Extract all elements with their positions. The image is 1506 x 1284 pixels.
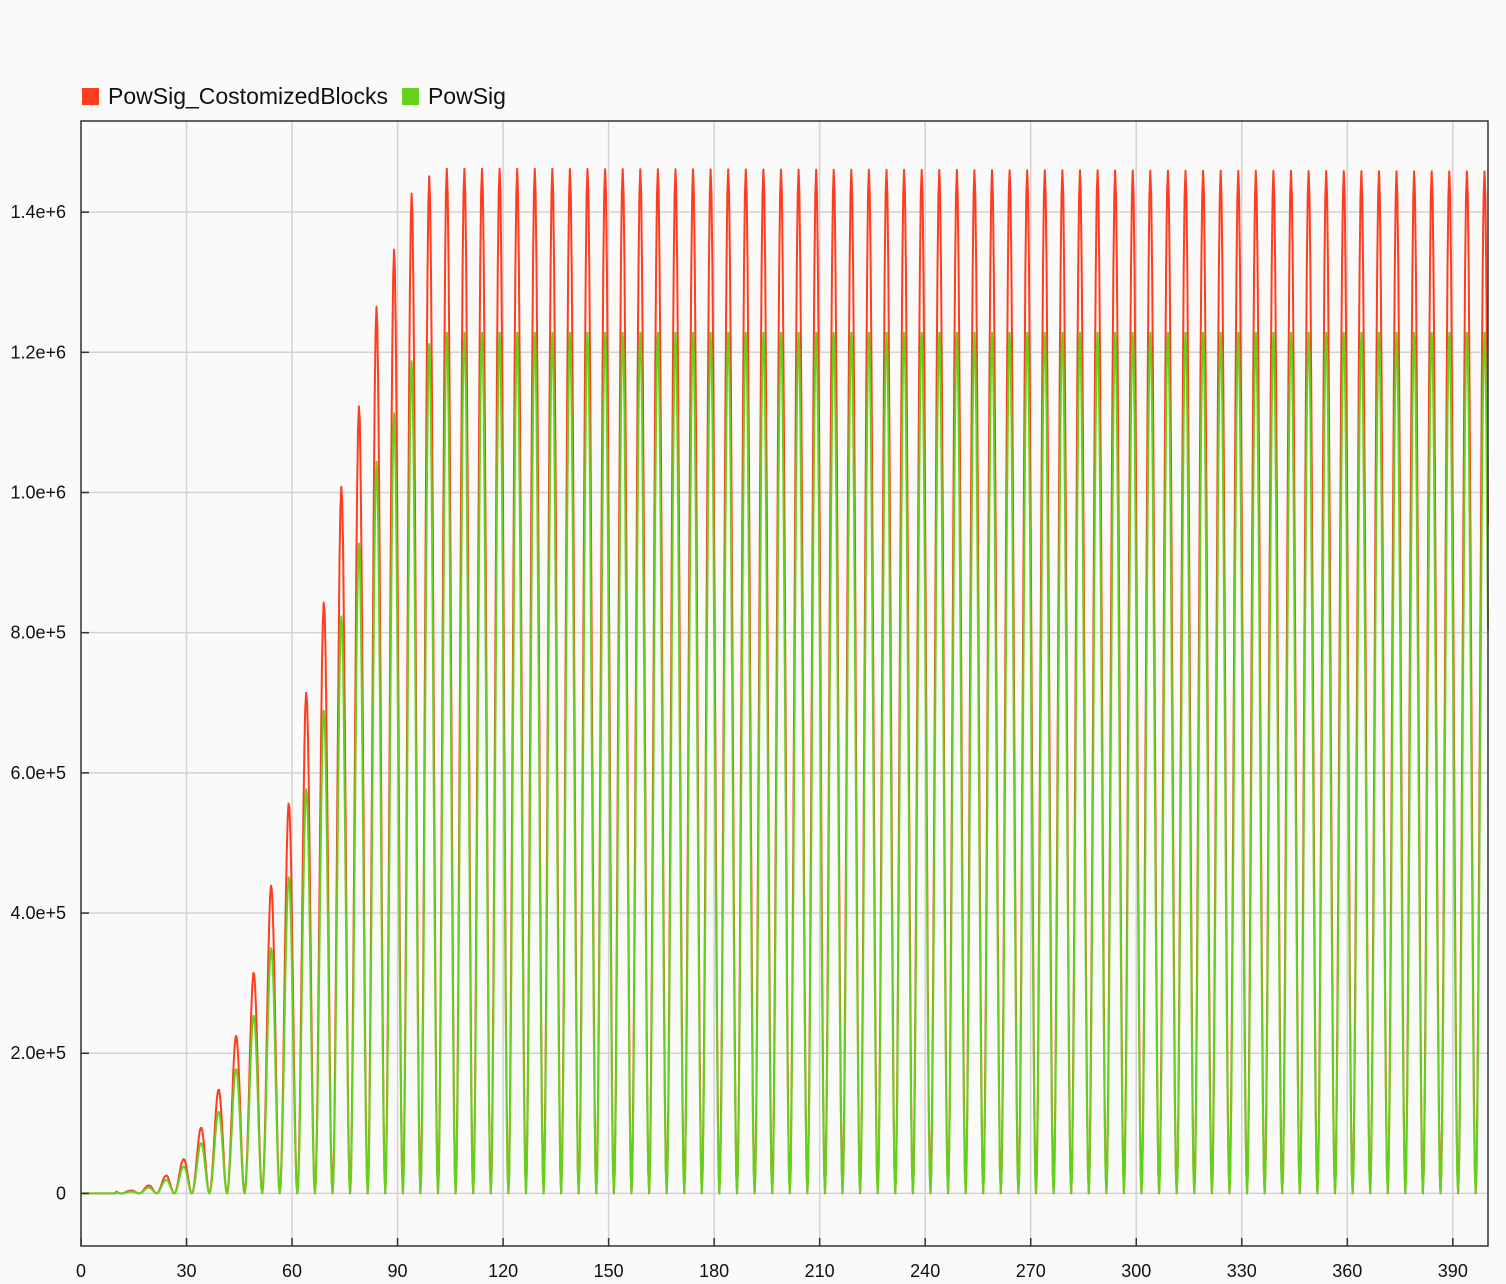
legend-label: PowSig: [427, 82, 506, 109]
x-tick-label: 390: [1438, 1261, 1468, 1281]
x-tick-label: 240: [910, 1261, 940, 1281]
y-tick-label: 1.0e+6: [10, 482, 66, 502]
legend-swatch-red: [82, 87, 99, 105]
legend-item-powsig-customized[interactable]: PowSig_CostomizedBlocks: [82, 83, 388, 110]
legend-swatch-green: [401, 87, 419, 105]
x-tick-label: 60: [282, 1261, 302, 1281]
legend-item-powsig[interactable]: PowSig: [401, 82, 506, 110]
y-tick-label: 1.2e+6: [10, 342, 66, 362]
y-axis: 0 2.0e+5 4.0e+5 6.0e+5 8.0e+5 1.0e+6 1.2e+6 1.4…: [10, 202, 89, 1203]
x-tick-label: 210: [805, 1261, 835, 1281]
x-tick-label: 120: [488, 1261, 518, 1281]
y-tick-label: 6.0e+5: [10, 763, 66, 783]
series-line-powsig: [80, 331, 1489, 1195]
x-tick-label: 30: [177, 1261, 197, 1281]
plot-area-frame: [80, 120, 1489, 1247]
x-tick-label: 90: [388, 1261, 408, 1281]
x-tick-label: 150: [594, 1261, 624, 1281]
y-tick-label: 2.0e+5: [10, 1043, 66, 1063]
x-tick-label: 330: [1227, 1261, 1257, 1281]
legend: PowSig_CostomizedBlocks PowSig: [82, 82, 512, 110]
x-tick-label: 270: [1016, 1261, 1046, 1281]
y-tick-label: 8.0e+5: [10, 623, 66, 643]
x-tick-label: 0: [76, 1261, 86, 1281]
x-tick-label: 360: [1332, 1261, 1362, 1281]
series-layer: [80, 167, 1489, 1195]
legend-label: PowSig_CostomizedBlocks: [108, 82, 388, 109]
y-tick-label: 1.4e+6: [10, 202, 66, 222]
y-tick-label: 4.0e+5: [10, 903, 66, 923]
x-tick-label: 180: [699, 1261, 729, 1281]
x-tick-label: 300: [1121, 1261, 1151, 1281]
y-tick-label: 0: [56, 1183, 66, 1203]
x-axis: 0 30 60 90 120 150 180 210 240 270 300 330 360 390: [76, 1238, 1468, 1281]
